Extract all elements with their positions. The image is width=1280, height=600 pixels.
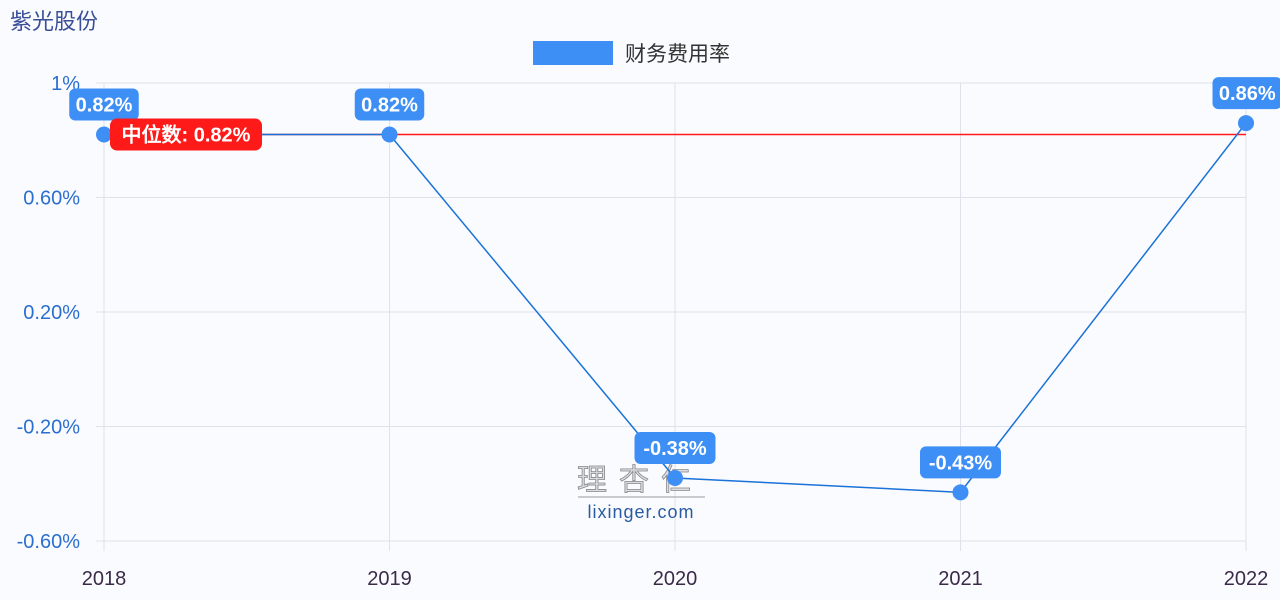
legend[interactable]: 财务费用率 [533,38,730,68]
data-label-box [634,432,716,465]
chart-title: 紫光股份 [10,9,99,34]
y-tick-label: 0.60% [23,188,80,210]
data-label-box [354,88,425,121]
data-label: 0.86% [1219,83,1276,105]
x-tick-label: 2019 [367,568,412,590]
data-label-box [69,88,139,121]
data-label: 0.82% [76,95,133,117]
data-point[interactable] [96,126,112,143]
y-tick-label: -0.20% [17,417,81,439]
y-tick-label: 0.20% [23,302,80,324]
median-label-box [110,118,262,151]
data-point[interactable] [1238,115,1254,132]
x-tick-label: 2022 [1224,568,1269,590]
y-tick-label: -0.60% [17,531,81,553]
data-label: 0.82% [361,95,418,117]
data-point[interactable] [667,470,683,487]
legend-swatch [533,41,613,65]
x-tick-label: 2021 [938,568,983,590]
data-label-box [1212,77,1280,110]
data-point[interactable] [381,126,398,143]
x-tick-label: 2018 [82,568,127,590]
legend-label: 财务费用率 [625,43,730,66]
median-label: 中位数: 0.82% [122,123,251,147]
watermark-logo: 理杏仁 [577,464,703,497]
data-label: -0.38% [643,438,707,460]
data-label-box [920,446,1001,479]
data-point[interactable] [952,484,969,501]
x-tick-label: 2020 [653,568,698,590]
data-label: -0.43% [929,452,993,474]
watermark-url: lixinger.com [587,502,694,522]
